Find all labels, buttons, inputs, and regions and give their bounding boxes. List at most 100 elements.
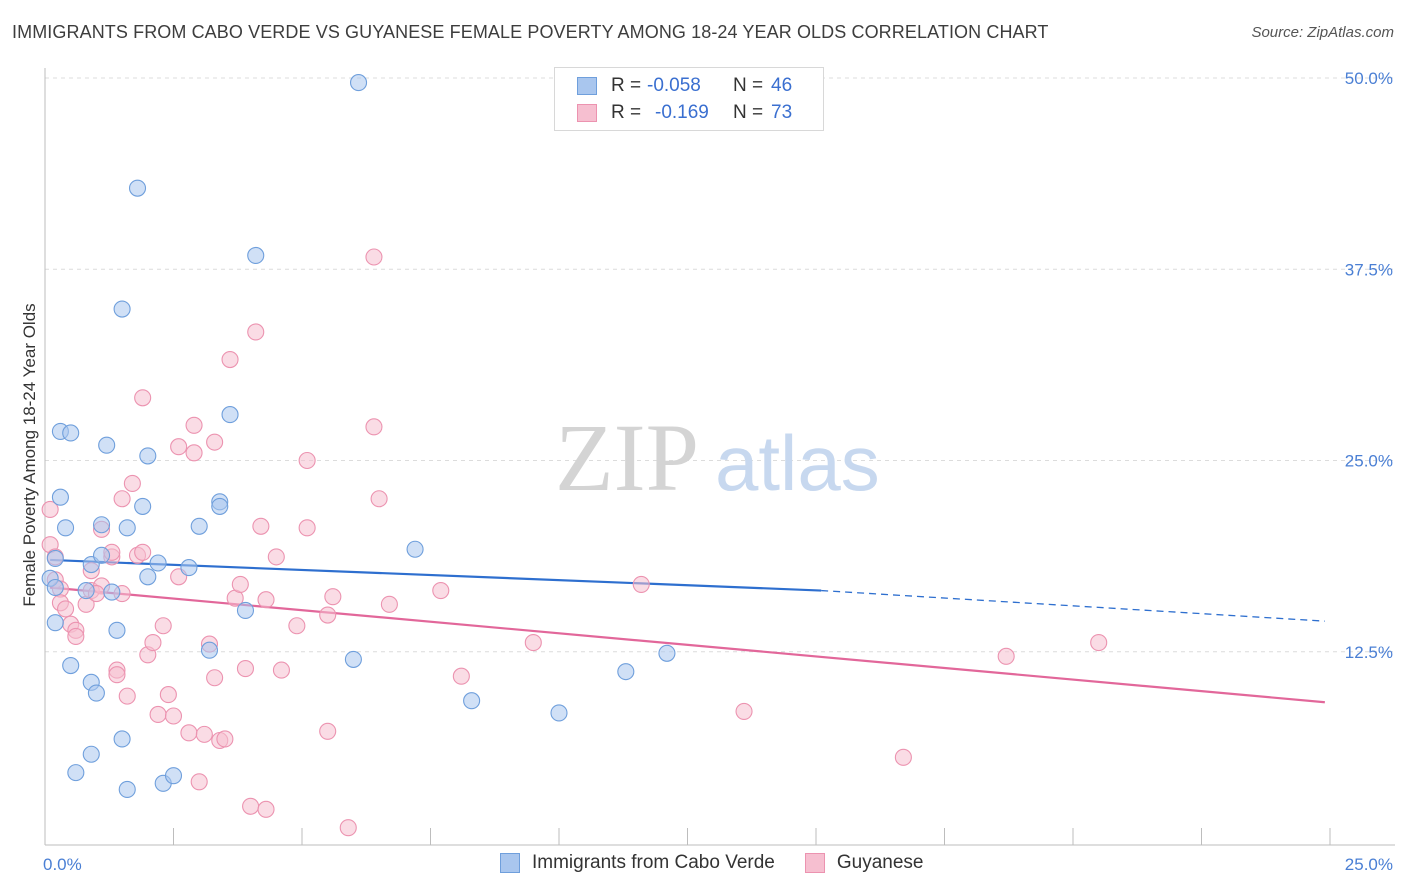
point-guyanese [365,248,383,266]
y-tick-labels: 12.5% 25.0% 37.5% 50.0% [1345,69,1393,662]
stats-legend: R = -0.058 N = 46 R = -0.169 N = 73 [554,67,824,131]
point-cabo-verde [128,179,147,197]
point-guyanese [185,416,203,434]
point-cabo-verde [82,745,100,763]
legend-row-cabo-verde: R = -0.058 N = 46 [577,73,792,99]
y-tick-label: 50.0% [1345,69,1393,88]
point-guyanese [221,350,239,369]
point-guyanese [231,575,249,593]
point-guyanese [67,627,85,646]
point-guyanese [735,702,753,720]
point-cabo-verde [46,549,64,567]
point-guyanese [252,517,270,535]
point-cabo-verde [92,516,111,534]
point-cabo-verde [200,641,219,659]
point-guyanese [319,606,337,624]
point-guyanese [432,581,450,600]
legend-item-cabo-verde[interactable]: Immigrants from Cabo Verde [500,852,775,874]
legend-r-label: R = [611,75,642,96]
point-guyanese [632,575,650,593]
point-guyanese [1090,634,1108,652]
point-guyanese [159,686,177,704]
legend-r-value: -0.058 [647,75,701,96]
legend-n-label: N = [733,75,764,96]
point-cabo-verde [139,447,157,465]
point-guyanese [257,591,275,609]
x-tick-label-min: 0.0% [43,855,82,874]
point-cabo-verde [113,300,131,318]
legend-label-guyanese: Guyanese [836,852,924,873]
point-cabo-verde [658,644,676,662]
data-points [41,74,1108,837]
trend-line-cabo-verde-extension [821,589,1325,622]
point-cabo-verde [57,519,75,537]
point-cabo-verde [62,656,80,675]
axes [44,68,1395,846]
point-guyanese [164,707,183,725]
point-cabo-verde [221,406,239,424]
legend-n-value: 73 [771,102,793,123]
watermark: ZIP atlas [555,404,880,511]
point-guyanese [190,773,208,791]
point-cabo-verde [62,424,80,442]
point-guyanese [298,451,316,470]
point-cabo-verde [108,621,126,639]
point-cabo-verde [164,767,183,785]
trend-line-cabo-verde [50,558,822,592]
point-cabo-verde [77,581,95,600]
point-guyanese [216,730,234,748]
point-guyanese [123,474,141,493]
source-label: Source: ZipAtlas.com [1251,24,1394,41]
legend-r-value: -0.169 [655,102,709,123]
point-guyanese [365,418,383,436]
point-cabo-verde [139,568,157,586]
y-tick-label: 12.5% [1345,643,1393,662]
y-tick-label: 25.0% [1345,452,1393,471]
point-cabo-verde [87,684,105,702]
legend-item-guyanese[interactable]: Guyanese [804,852,924,874]
point-guyanese [149,705,167,724]
point-cabo-verde [463,692,481,710]
legend-swatch-blue [577,77,597,95]
point-guyanese [272,661,290,679]
point-guyanese [206,433,224,451]
point-cabo-verde [190,517,208,535]
point-guyanese [185,444,203,462]
point-guyanese [452,667,470,685]
point-cabo-verde [349,74,368,92]
point-guyanese [298,519,316,537]
point-cabo-verde [617,663,635,681]
point-cabo-verde [98,436,116,454]
point-cabo-verde [236,601,255,619]
point-guyanese [57,600,75,618]
point-guyanese [108,666,126,684]
point-guyanese [524,634,542,652]
legend-swatch-pink [577,104,597,122]
point-guyanese [154,617,172,635]
point-cabo-verde [180,559,198,577]
chart-title: IMMIGRANTS FROM CABO VERDE VS GUYANESE F… [12,22,1049,42]
point-guyanese [267,548,285,566]
point-guyanese [134,389,152,407]
point-guyanese [170,438,188,456]
legend-r-label: R = [611,102,642,123]
point-guyanese [180,724,198,742]
point-cabo-verde [406,540,424,558]
point-guyanese [144,634,162,652]
point-cabo-verde [92,546,111,564]
legend-row-guyanese: R = -0.169 N = 73 [577,100,792,126]
x-tick-label-max: 25.0% [1345,855,1393,874]
point-cabo-verde [211,497,229,515]
point-cabo-verde [46,614,64,632]
point-guyanese [118,687,136,705]
legend-n-value: 46 [771,75,793,96]
point-guyanese [319,722,337,740]
point-cabo-verde [134,497,152,515]
series-legend: Immigrants from Cabo Verde Guyanese [500,852,954,874]
point-cabo-verde [149,554,167,572]
point-guyanese [370,490,388,508]
watermark-zip: ZIP [555,404,699,511]
y-tick-label: 37.5% [1345,260,1393,279]
point-guyanese [113,490,131,508]
